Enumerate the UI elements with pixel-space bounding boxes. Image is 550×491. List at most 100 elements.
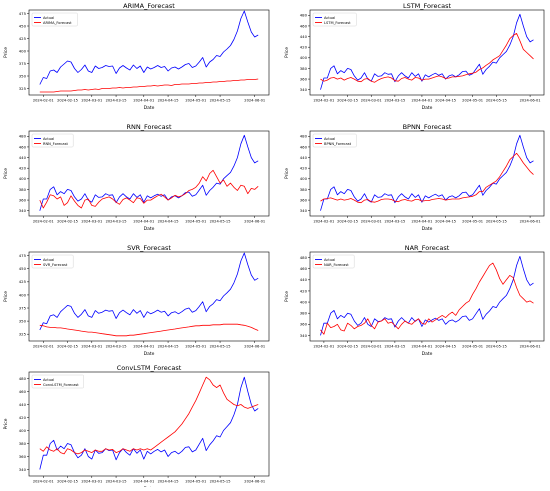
series-line-actual <box>39 252 259 331</box>
y-tick-label: 350 <box>19 319 27 324</box>
x-tick-label: 2024-04-01 <box>411 220 432 224</box>
x-tick-label: 2024-03-01 <box>81 480 102 484</box>
y-axis-label: Price <box>3 47 9 58</box>
y-tick-label: 325 <box>19 332 27 337</box>
legend-box <box>31 133 74 148</box>
y-tick-label: 380 <box>300 187 308 192</box>
x-tick-label: 2024-06-01 <box>520 99 541 103</box>
series-line-forecast <box>39 78 259 93</box>
chart-panel-6: ConvLSTM_ForecastDatePrice34036038040042… <box>3 364 270 491</box>
y-tick-label: 325 <box>19 86 27 91</box>
y-tick-label: 420 <box>300 45 308 50</box>
legend-entry: SVR_Forecast <box>43 263 68 267</box>
x-tick-label: 2024-05-15 <box>210 99 231 103</box>
chart-title: SVR_Forecast <box>127 244 171 252</box>
legend-box <box>31 12 78 27</box>
x-tick-label: 2024-02-01 <box>313 220 334 224</box>
x-tick-label: 2024-04-15 <box>158 480 179 484</box>
series-line-forecast <box>320 33 534 83</box>
y-tick-label: 360 <box>19 454 27 459</box>
x-tick-label: 2024-05-15 <box>486 220 507 224</box>
x-tick-label: 2024-02-15 <box>57 99 78 103</box>
x-tick-label: 2024-04-15 <box>158 345 179 349</box>
legend-entry: NAR_Forecast <box>324 263 349 267</box>
x-tick-label: 2024-04-15 <box>435 220 456 224</box>
chart-title: ARIMA_Forecast <box>123 2 175 10</box>
x-tick-label: 2024-05-01 <box>185 99 206 103</box>
x-tick-label: 2024-05-01 <box>462 99 483 103</box>
y-tick-label: 420 <box>300 166 308 171</box>
x-tick-label: 2024-02-01 <box>33 99 54 103</box>
x-tick-label: 2024-02-15 <box>57 345 78 349</box>
y-tick-label: 450 <box>19 23 27 28</box>
y-tick-label: 475 <box>19 11 27 16</box>
x-axis-label: Date <box>144 226 155 232</box>
y-tick-label: 425 <box>19 279 27 284</box>
x-tick-label: 2024-02-01 <box>313 99 334 103</box>
x-tick-label: 2024-05-15 <box>486 99 507 103</box>
x-tick-label: 2024-02-01 <box>33 345 54 349</box>
x-tick-label: 2024-03-15 <box>106 480 127 484</box>
legend-box <box>312 133 357 148</box>
series-line-actual <box>320 255 534 336</box>
x-tick-label: 2024-04-15 <box>158 99 179 103</box>
plot-frame <box>309 130 545 217</box>
x-tick-label: 2024-03-01 <box>81 345 102 349</box>
y-tick-label: 400 <box>19 292 27 297</box>
x-tick-label: 2024-03-15 <box>106 99 127 103</box>
y-tick-label: 340 <box>19 208 27 213</box>
x-tick-label: 2024-02-15 <box>337 220 358 224</box>
series-line-forecast <box>320 152 534 204</box>
x-tick-label: 2024-03-15 <box>384 345 405 349</box>
x-tick-label: 2024-04-01 <box>411 345 432 349</box>
x-tick-label: 2024-03-15 <box>384 99 405 103</box>
y-tick-label: 475 <box>19 253 27 258</box>
series-line-actual <box>320 13 534 90</box>
x-axis-label: Date <box>144 351 155 357</box>
legend-box <box>312 12 357 27</box>
x-tick-label: 2024-06-01 <box>244 99 265 103</box>
y-tick-label: 440 <box>19 155 27 160</box>
x-tick-label: 2024-04-15 <box>435 345 456 349</box>
chart-title: BPNN_Forecast <box>403 123 452 131</box>
y-tick-label: 380 <box>300 311 308 316</box>
series-line-actual <box>39 376 259 470</box>
x-tick-label: 2024-06-01 <box>520 345 541 349</box>
chart-panel-5: NAR_Forecast Date Price 340 360 380 400 420 440 4… <box>284 244 545 357</box>
x-tick-label: 2024-02-01 <box>33 220 54 224</box>
chart-panel-3: BPNN_Forecast Date Price 340 360 380 400 420 440… <box>284 123 545 232</box>
y-tick-label: 480 <box>300 134 308 139</box>
y-tick-label: 440 <box>300 277 308 282</box>
legend-entry: ConvLSTM_Forecast <box>43 383 79 387</box>
y-tick-label: 440 <box>19 402 27 407</box>
x-tick-label: 2024-03-01 <box>361 99 382 103</box>
x-tick-label: 2024-02-01 <box>33 480 54 484</box>
y-tick-label: 450 <box>19 266 27 271</box>
x-tick-label: 2024-05-01 <box>462 345 483 349</box>
chart-title: ConvLSTM_Forecast <box>117 364 182 372</box>
chart-title: LSTM_Forecast <box>403 2 452 10</box>
x-tick-label: 2024-03-15 <box>106 345 127 349</box>
y-tick-label: 420 <box>19 415 27 420</box>
y-tick-label: 340 <box>300 208 308 213</box>
y-tick-label: 400 <box>300 55 308 60</box>
x-tick-label: 2024-06-01 <box>244 480 265 484</box>
y-axis-label: Price <box>3 291 9 302</box>
plot-frame <box>28 371 270 477</box>
y-tick-label: 340 <box>19 467 27 472</box>
x-tick-label: 2024-06-01 <box>520 220 541 224</box>
legend-entry: Actual <box>43 16 54 20</box>
legend-box <box>31 374 84 389</box>
x-tick-label: 2024-03-01 <box>361 220 382 224</box>
chart-title: RNN_Forecast <box>127 123 172 131</box>
y-tick-label: 480 <box>19 134 27 139</box>
x-tick-label: 2024-03-15 <box>106 220 127 224</box>
x-tick-label: 2024-05-15 <box>210 220 231 224</box>
x-tick-label: 2024-04-01 <box>411 99 432 103</box>
chart-panel-1: LSTM_Forecast Date Price 340 360 380 400 420 440… <box>284 2 545 111</box>
legend-entry: Actual <box>43 258 54 262</box>
y-tick-label: 400 <box>19 48 27 53</box>
x-tick-label: 2024-03-01 <box>361 345 382 349</box>
y-tick-label: 360 <box>300 76 308 81</box>
y-tick-label: 480 <box>19 376 27 381</box>
